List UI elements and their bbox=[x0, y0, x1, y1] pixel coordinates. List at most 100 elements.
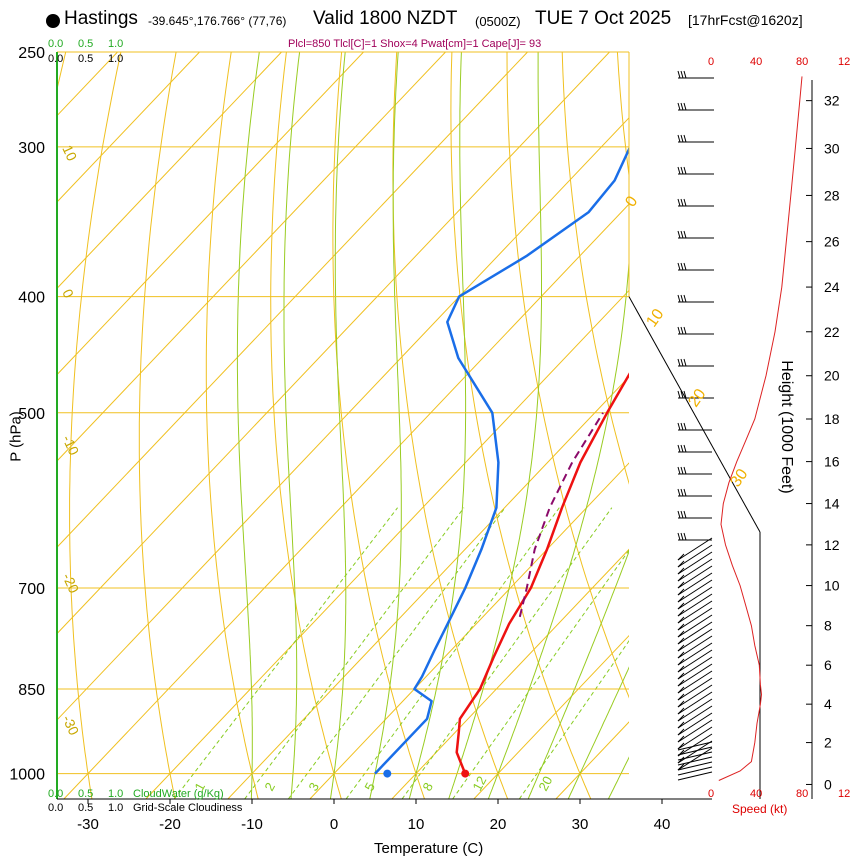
wind-barb bbox=[677, 747, 713, 771]
bottom-cloudiness-label: Grid-Scale Cloudiness bbox=[133, 802, 243, 814]
wind-barb bbox=[677, 166, 714, 175]
top-cloudwater-tick-1: 0.5 bbox=[78, 38, 94, 50]
moist-adiabat-label: 10 bbox=[643, 306, 667, 330]
height-tick-label: 24 bbox=[824, 279, 840, 295]
wind-barb bbox=[677, 746, 713, 756]
mixing-ratio-line bbox=[518, 640, 629, 799]
moist-adiabat-line bbox=[527, 550, 629, 799]
y-axis-title: P (hPa) bbox=[7, 411, 25, 462]
wind-barb bbox=[677, 621, 713, 645]
wind-barb bbox=[677, 294, 714, 303]
temperature-profile bbox=[455, 372, 629, 775]
wind-barb bbox=[677, 510, 712, 519]
mixing-ratio-line bbox=[452, 549, 629, 799]
wind-barb bbox=[677, 766, 713, 776]
dry-adiabat-line bbox=[392, 52, 509, 799]
utc-time: (0500Z) bbox=[475, 14, 521, 29]
dry-adiabat-label: 10 bbox=[59, 143, 80, 164]
wind-barb bbox=[677, 326, 714, 335]
isotherm-line bbox=[57, 52, 364, 376]
wind-barb bbox=[677, 726, 713, 750]
mixing-ratio-label: 3 bbox=[305, 780, 322, 793]
isotherm-line bbox=[473, 634, 629, 799]
dry-adiabat-label: -10 bbox=[59, 433, 82, 458]
mixing-ratio-line bbox=[244, 507, 465, 799]
isotherm-line bbox=[57, 52, 200, 203]
height-tick-label: 20 bbox=[824, 368, 840, 384]
valid-date: TUE 7 Oct 2025 bbox=[535, 8, 672, 29]
wind-barb bbox=[677, 698, 713, 722]
height-tick-label: 2 bbox=[824, 735, 832, 751]
wind-barb bbox=[677, 558, 713, 582]
wind-barb bbox=[677, 712, 713, 736]
wind-barb bbox=[677, 586, 713, 610]
moist-adiabat-line bbox=[369, 52, 402, 799]
speed-top-tick-3: 12 bbox=[838, 56, 850, 68]
isotherm-line bbox=[57, 52, 610, 635]
wind-barb bbox=[677, 607, 713, 631]
wind-barb bbox=[677, 358, 714, 367]
wind-barb bbox=[677, 771, 713, 781]
height-tick-label: 16 bbox=[824, 454, 840, 470]
height-tick-label: 32 bbox=[824, 93, 840, 109]
speed-bottom-tick-2: 80 bbox=[796, 788, 809, 800]
wind-barb bbox=[677, 740, 713, 764]
isotherm-line bbox=[57, 117, 629, 721]
height-axis-title: Height (1000 Feet) bbox=[778, 360, 795, 494]
dry-adiabat-line bbox=[561, 52, 629, 485]
speed-axis-label: Speed (kt) bbox=[732, 802, 788, 816]
wind-barb bbox=[677, 579, 713, 603]
y-tick-label: 700 bbox=[18, 581, 45, 598]
wind-barb bbox=[677, 422, 712, 431]
wind-barb bbox=[677, 390, 714, 399]
x-tick-label: -20 bbox=[159, 816, 181, 833]
wind-barb bbox=[677, 670, 713, 694]
moist-adiabat-line bbox=[408, 52, 467, 799]
wind-panel-divider bbox=[628, 296, 761, 533]
dry-adiabat-line bbox=[616, 52, 629, 179]
wind-barb bbox=[677, 488, 712, 497]
y-tick-label: 850 bbox=[18, 682, 45, 699]
x-tick-label: 20 bbox=[490, 816, 507, 833]
dry-adiabat-line bbox=[205, 52, 259, 799]
wind-barb bbox=[677, 102, 714, 111]
station-name: Hastings bbox=[64, 8, 138, 29]
surface-dewpoint-marker bbox=[383, 769, 392, 778]
moist-adiabat-line bbox=[567, 666, 629, 799]
height-tick-label: 14 bbox=[824, 496, 840, 512]
wind-barb bbox=[677, 705, 713, 729]
speed-top-tick-2: 80 bbox=[796, 56, 809, 68]
x-tick-label: 30 bbox=[572, 816, 589, 833]
stability-indices: Plcl=850 Tlcl[C]=1 Shox=4 Pwat[cm]=1 Cap… bbox=[288, 38, 542, 50]
bottom-cloudwater-tick-1: 0.5 bbox=[78, 788, 94, 800]
wind-barb bbox=[677, 691, 713, 715]
wind-barb bbox=[677, 262, 714, 271]
top-cloudiness-tick-2: 1.0 bbox=[108, 53, 124, 65]
bottom-cloudwater-label: CloudWater (g/Kg) bbox=[133, 788, 224, 800]
wind-barb bbox=[677, 544, 713, 568]
y-tick-label: 250 bbox=[18, 45, 45, 62]
wind-barb bbox=[677, 614, 713, 638]
y-tick-label: 1000 bbox=[9, 767, 45, 784]
height-tick-label: 8 bbox=[824, 618, 832, 634]
moist-adiabat-label: 30 bbox=[727, 466, 751, 490]
height-tick-label: 26 bbox=[824, 234, 840, 250]
x-tick-label: 0 bbox=[330, 816, 338, 833]
isotherm-line bbox=[57, 52, 528, 549]
wind-barb bbox=[677, 466, 712, 475]
wind-barb bbox=[677, 741, 713, 751]
valid-time: Valid 1800 NZDT bbox=[313, 8, 458, 29]
mixing-ratio-line bbox=[401, 507, 613, 799]
forecast-label: [17hrFcst@1620z] bbox=[688, 12, 803, 28]
wind-barb bbox=[677, 565, 713, 589]
x-axis-title: Temperature (C) bbox=[374, 840, 484, 857]
moist-adiabat-line bbox=[448, 52, 542, 799]
isotherm-line bbox=[63, 203, 629, 799]
wind-barb bbox=[677, 134, 714, 143]
wind-barb bbox=[677, 628, 713, 652]
mixing-ratio-label: 5 bbox=[361, 780, 378, 793]
wind-barb bbox=[677, 649, 713, 673]
isotherm-line bbox=[638, 52, 850, 799]
dry-adiabat-label: -30 bbox=[59, 713, 82, 738]
